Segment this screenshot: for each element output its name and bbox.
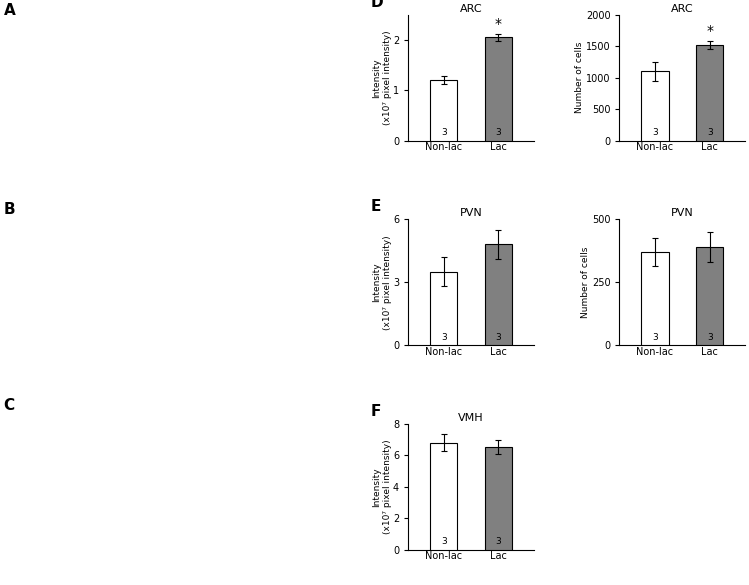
Text: A: A <box>4 3 16 18</box>
Y-axis label: Number of cells: Number of cells <box>575 42 584 113</box>
Text: C: C <box>4 398 15 413</box>
Text: 3: 3 <box>496 333 501 342</box>
Title: ARC: ARC <box>460 4 482 14</box>
Title: ARC: ARC <box>671 4 694 14</box>
Bar <box>485 245 512 345</box>
Text: 3: 3 <box>441 128 446 137</box>
Bar <box>485 37 512 141</box>
Title: PVN: PVN <box>460 208 482 218</box>
Text: E: E <box>371 199 381 215</box>
Bar <box>485 448 512 550</box>
Text: 3: 3 <box>496 128 501 137</box>
Bar <box>641 71 669 141</box>
Text: 3: 3 <box>707 128 712 137</box>
Text: 3: 3 <box>441 333 446 342</box>
Bar <box>696 247 724 345</box>
Bar <box>430 443 458 550</box>
Title: PVN: PVN <box>671 208 694 218</box>
Bar <box>641 252 669 345</box>
Text: F: F <box>371 404 381 419</box>
Y-axis label: Number of cells: Number of cells <box>581 246 590 318</box>
Title: VMH: VMH <box>458 413 484 423</box>
Text: *: * <box>706 24 713 38</box>
Bar <box>430 80 458 141</box>
Text: 3: 3 <box>496 537 501 546</box>
Text: 3: 3 <box>707 333 712 342</box>
Text: 3: 3 <box>652 128 658 137</box>
Text: *: * <box>495 18 502 31</box>
Y-axis label: Intensity
(x10⁷ pixel intensity): Intensity (x10⁷ pixel intensity) <box>372 30 392 125</box>
Text: D: D <box>371 0 383 10</box>
Y-axis label: Intensity
(x10⁷ pixel intensity): Intensity (x10⁷ pixel intensity) <box>372 439 392 534</box>
Bar <box>430 272 458 345</box>
Bar <box>696 45 724 141</box>
Text: B: B <box>4 202 16 217</box>
Text: 3: 3 <box>652 333 658 342</box>
Text: 3: 3 <box>441 537 446 546</box>
Y-axis label: Intensity
(x10⁷ pixel intensity): Intensity (x10⁷ pixel intensity) <box>372 235 392 329</box>
